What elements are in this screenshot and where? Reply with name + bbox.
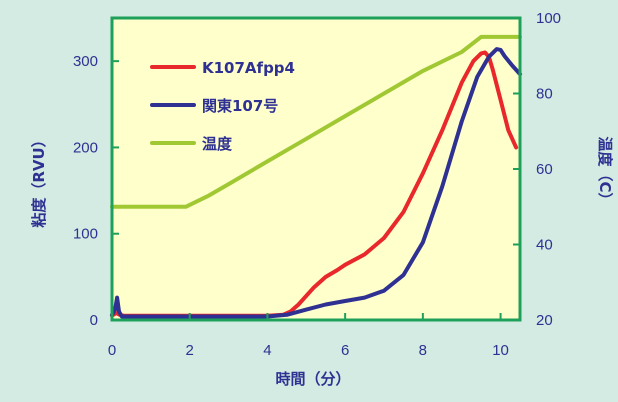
y-right-tick-label: 60 — [536, 161, 553, 178]
y-axis-right-title: 温度（C） — [596, 136, 614, 207]
x-axis-title: 時間（分） — [275, 370, 350, 388]
x-tick-label: 10 — [492, 342, 509, 359]
y-axis-left-title: 粘度（RVU） — [30, 132, 48, 227]
series-line-3 — [110, 34, 522, 209]
plot-area — [112, 18, 520, 320]
legend-label-3: 温度 — [202, 135, 233, 153]
y-right-tick-label: 100 — [536, 10, 561, 27]
y-left-tick-label: 200 — [73, 139, 98, 156]
legend-label-2: 関東107号 — [202, 97, 278, 115]
y-left-tick-label: 100 — [73, 226, 98, 243]
y-right-tick-label: 20 — [536, 312, 553, 329]
x-tick-label: 6 — [341, 342, 349, 359]
x-tick-label: 4 — [263, 342, 271, 359]
y-right-tick-label: 40 — [536, 237, 553, 254]
x-tick-label: 8 — [419, 342, 427, 359]
series-layer — [110, 34, 522, 319]
x-tick-label: 0 — [108, 342, 116, 359]
y-left-tick-label: 300 — [73, 53, 98, 70]
y-left-tick-label: 0 — [90, 312, 98, 329]
x-tick-label: 2 — [186, 342, 194, 359]
series-line-2 — [110, 47, 522, 319]
legend-label-1: K107Afpp4 — [202, 59, 295, 77]
y-right-tick-label: 80 — [536, 86, 553, 103]
